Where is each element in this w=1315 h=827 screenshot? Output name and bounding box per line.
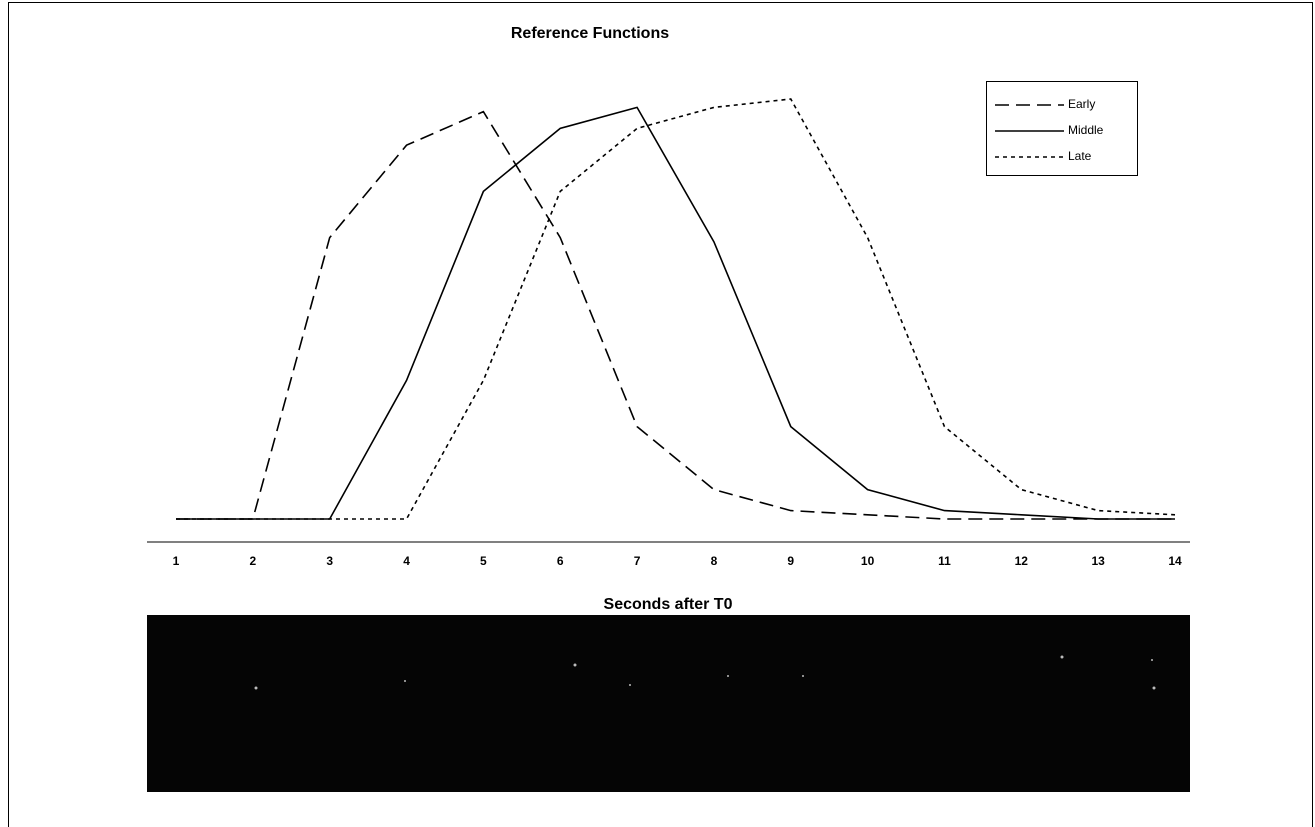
chart-title: Reference Functions xyxy=(511,25,669,42)
legend-box xyxy=(987,82,1138,176)
x-tick-label: 4 xyxy=(403,554,410,568)
x-tick-label: 7 xyxy=(634,554,641,568)
x-tick-label: 10 xyxy=(861,554,875,568)
x-tick-label: 8 xyxy=(711,554,718,568)
x-tick-label: 2 xyxy=(250,554,257,568)
x-tick-label: 12 xyxy=(1015,554,1029,568)
x-tick-label: 6 xyxy=(557,554,564,568)
chart: Reference Functions Seconds after T0 123… xyxy=(0,0,1315,827)
x-tick-label: 13 xyxy=(1091,554,1105,568)
legend-label: Early xyxy=(1068,97,1095,111)
x-tick-label: 5 xyxy=(480,554,487,568)
x-tick-label: 3 xyxy=(326,554,333,568)
legend-label: Late xyxy=(1068,149,1092,163)
x-tick-label: 1 xyxy=(173,554,180,568)
x-tick-label: 9 xyxy=(787,554,794,568)
x-axis-label: Seconds after T0 xyxy=(604,596,733,613)
legend-label: Middle xyxy=(1068,123,1104,137)
x-tick-label: 11 xyxy=(938,554,951,568)
image-panel xyxy=(147,615,1190,792)
x-tick-label: 14 xyxy=(1168,554,1182,568)
